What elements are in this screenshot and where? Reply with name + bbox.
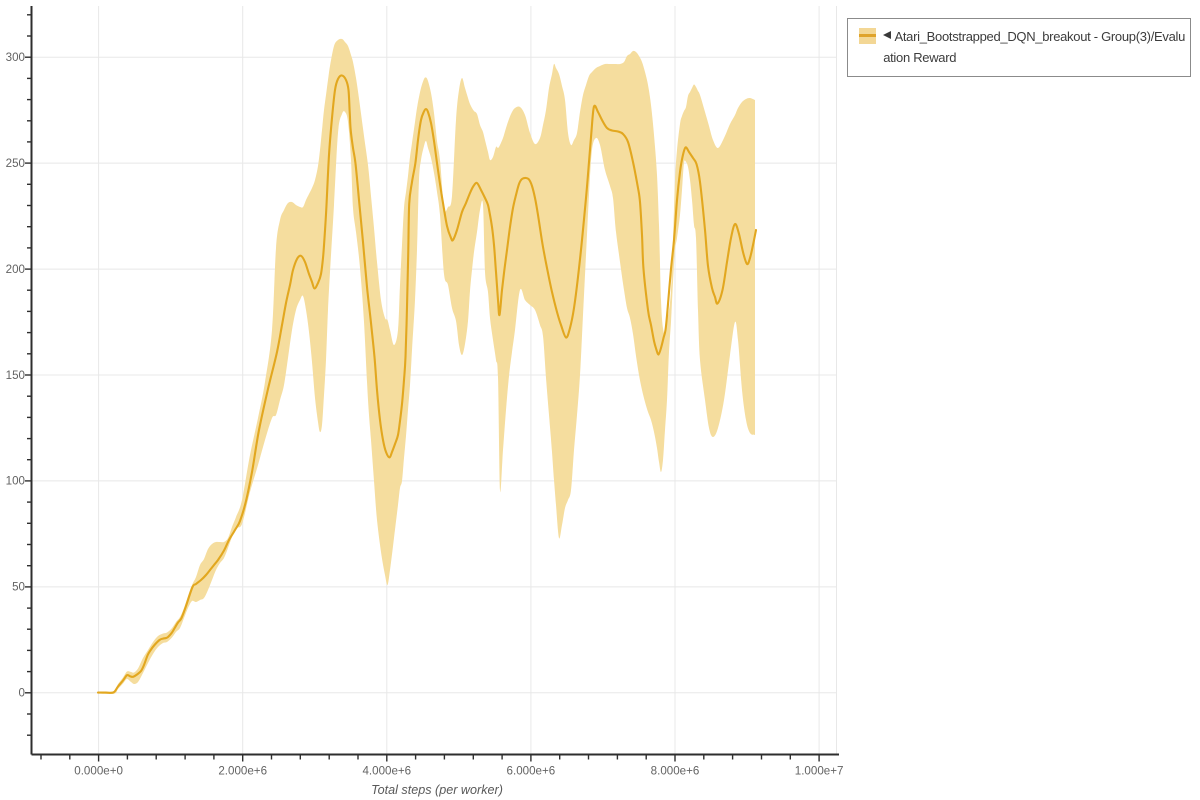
svg-text:4.000e+6: 4.000e+6 — [362, 765, 411, 778]
svg-text:1.000e+7: 1.000e+7 — [795, 765, 844, 778]
svg-text:8.000e+6: 8.000e+6 — [651, 765, 700, 778]
svg-text:6.000e+6: 6.000e+6 — [507, 765, 556, 778]
svg-text:250: 250 — [6, 157, 25, 170]
svg-text:200: 200 — [6, 263, 25, 276]
svg-text:0.000e+0: 0.000e+0 — [74, 765, 123, 778]
svg-text:Total steps (per worker): Total steps (per worker) — [371, 783, 503, 797]
svg-text:150: 150 — [6, 369, 25, 382]
svg-text:50: 50 — [12, 581, 25, 594]
svg-text:100: 100 — [6, 475, 25, 488]
svg-text:300: 300 — [6, 51, 25, 64]
svg-text:0: 0 — [19, 687, 25, 700]
svg-text:2.000e+6: 2.000e+6 — [218, 765, 267, 778]
